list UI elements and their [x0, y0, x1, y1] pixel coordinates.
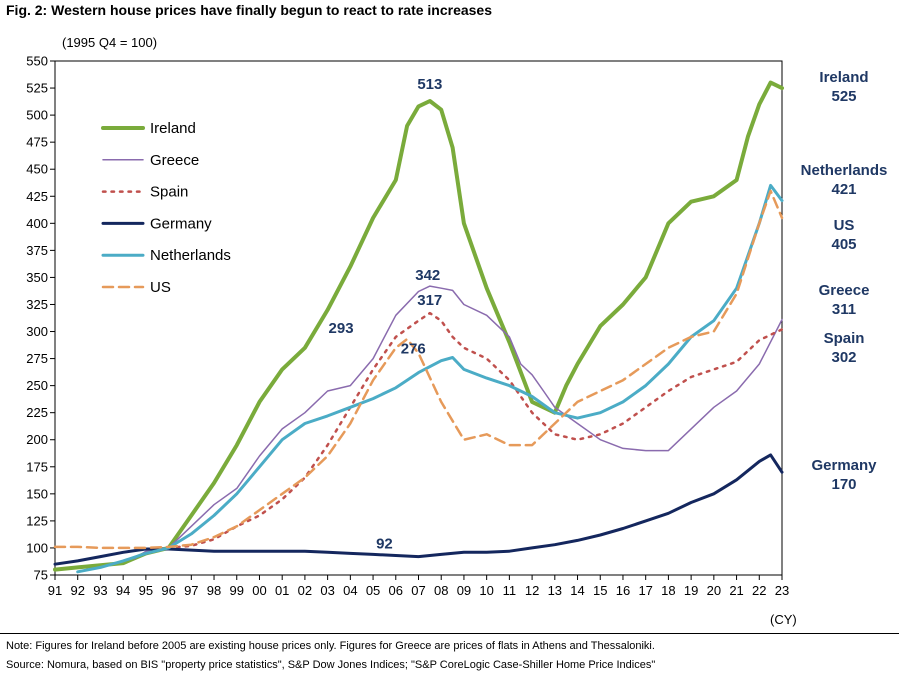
y-tick-label: 450 [26, 162, 48, 177]
end-label-name-germany: Germany [811, 457, 877, 474]
legend-label-greece: Greece [150, 152, 199, 169]
x-tick-label: 12 [525, 583, 539, 598]
x-tick-label: 00 [252, 583, 266, 598]
annotation-513: 513 [417, 76, 442, 93]
x-tick-label: 04 [343, 583, 357, 598]
x-tick-label: 10 [479, 583, 493, 598]
annotation-92: 92 [376, 536, 393, 553]
end-label-name-netherlands: Netherlands [801, 162, 888, 179]
series-lines [53, 80, 784, 574]
annotation-342: 342 [415, 267, 440, 284]
y-tick-label: 400 [26, 216, 48, 231]
legend-label-netherlands: Netherlands [150, 247, 231, 264]
figure-title: Fig. 2: Western house prices have finall… [6, 2, 493, 18]
series-line-netherlands [76, 183, 784, 574]
y-tick-label: 200 [26, 432, 48, 447]
legend-label-ireland: Ireland [150, 120, 196, 137]
end-label-name-ireland: Ireland [819, 69, 868, 86]
annotation-276: 276 [401, 340, 426, 357]
end-label-value-germany: 170 [831, 476, 856, 493]
end-label-value-ireland: 525 [831, 88, 856, 105]
x-tick-label: 22 [752, 583, 766, 598]
annotation-317: 317 [417, 292, 442, 309]
y-tick-label: 175 [26, 459, 48, 474]
y-tick-label: 425 [26, 189, 48, 204]
y-tick-label: 300 [26, 324, 48, 339]
series-line-greece [133, 285, 783, 560]
x-tick-label: 16 [616, 583, 630, 598]
series-line-us [53, 189, 784, 550]
y-tick-label: 75 [34, 568, 48, 583]
x-tick-label: 91 [48, 583, 62, 598]
x-tick-label: 94 [116, 583, 130, 598]
peak-annotations: 513 342 317 293 276 92 [329, 76, 443, 553]
legend-label-spain: Spain [150, 184, 188, 201]
y-tick-label: 125 [26, 513, 48, 528]
y-tick-label: 525 [26, 81, 48, 96]
end-label-name-spain: Spain [824, 330, 865, 347]
y-tick-label: 500 [26, 108, 48, 123]
x-tick-label: 93 [93, 583, 107, 598]
y-tick-label: 100 [26, 540, 48, 555]
x-tick-label: 98 [207, 583, 221, 598]
x-tick-label: 14 [570, 583, 584, 598]
x-tick-label: 06 [389, 583, 403, 598]
footnote: Note: Figures for Ireland before 2005 ar… [6, 640, 655, 652]
end-label-name-us: US [834, 217, 855, 234]
end-label-value-netherlands: 421 [831, 181, 856, 198]
x-tick-label: 13 [548, 583, 562, 598]
axes: 75 100 125 150 175 200 225 250 275 300 325 350 375 40… [26, 54, 789, 599]
legend-label-us: US [150, 279, 171, 296]
x-tick-label: 92 [70, 583, 84, 598]
x-tick-label: 18 [661, 583, 675, 598]
y-tick-label: 150 [26, 486, 48, 501]
x-tick-label: 17 [638, 583, 652, 598]
y-tick-label: 275 [26, 351, 48, 366]
end-label-value-us: 405 [831, 236, 856, 253]
x-tick-label: 02 [298, 583, 312, 598]
series-line-ireland [53, 80, 784, 572]
x-tick-label: 96 [161, 583, 175, 598]
x-tick-label: 97 [184, 583, 198, 598]
x-axis-unit-label: (CY) [770, 612, 797, 627]
y-tick-label: 475 [26, 135, 48, 150]
legend-label-germany: Germany [150, 215, 212, 232]
series-line-spain [167, 311, 784, 550]
plot-frame [54, 60, 783, 576]
x-tick-label: 01 [275, 583, 289, 598]
source-line: Source: Nomura, based on BIS "property p… [6, 659, 656, 671]
y-tick-label: 350 [26, 270, 48, 285]
end-labels: Ireland 525 Netherlands 421 US 405 Greece 311 Sp… [801, 69, 888, 493]
legend: Ireland Greece Spain Germany Netherlands US [101, 120, 231, 296]
x-tick-label: 15 [593, 583, 607, 598]
footer-divider [0, 633, 899, 634]
x-tick-label: 19 [684, 583, 698, 598]
y-tick-label: 250 [26, 378, 48, 393]
x-tick-label: 09 [457, 583, 471, 598]
x-tick-label: 07 [411, 583, 425, 598]
end-label-name-greece: Greece [819, 282, 870, 299]
x-tick-label: 99 [230, 583, 244, 598]
x-tick-label: 03 [320, 583, 334, 598]
x-tick-label: 05 [366, 583, 380, 598]
x-tick-label: 20 [707, 583, 721, 598]
end-label-value-greece: 311 [832, 301, 856, 318]
x-tick-label: 11 [503, 583, 517, 598]
y-unit-label: (1995 Q4 = 100) [62, 35, 158, 50]
x-tick-label: 21 [729, 583, 743, 598]
series-line-germany [53, 453, 784, 566]
y-tick-label: 550 [26, 54, 48, 69]
annotation-293: 293 [329, 320, 354, 337]
x-tick-label: 23 [775, 583, 789, 598]
y-tick-label: 325 [26, 297, 48, 312]
y-tick-label: 225 [26, 405, 48, 420]
line-chart: 75 100 125 150 175 200 225 250 275 300 325 350 375 40… [26, 54, 888, 628]
y-tick-label: 375 [26, 243, 48, 258]
x-tick-label: 95 [139, 583, 153, 598]
end-label-value-spain: 302 [831, 349, 856, 366]
x-tick-label: 08 [434, 583, 448, 598]
